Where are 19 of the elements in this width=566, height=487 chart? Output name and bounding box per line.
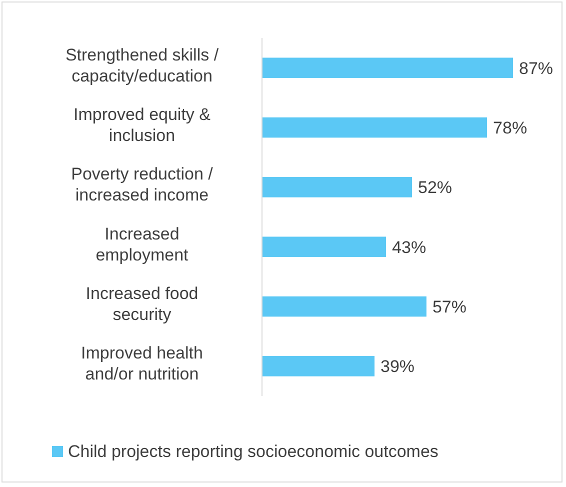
bar bbox=[262, 117, 488, 138]
y-tick-label: Increased food security bbox=[86, 284, 198, 324]
data-label: 39% bbox=[380, 357, 415, 376]
data-label: 78% bbox=[493, 118, 528, 138]
bar bbox=[262, 177, 412, 198]
data-label: 87% bbox=[519, 58, 554, 78]
legend-label: Child projects reporting socioeconomic outcomes bbox=[68, 442, 438, 461]
y-tick-label: Strengthened skills / capacity/education bbox=[65, 45, 219, 86]
data-label: 43% bbox=[392, 238, 426, 257]
y-tick-label: Poverty reduction / increased income bbox=[71, 164, 214, 205]
y-tick-label: Improved health and/or nutrition bbox=[81, 344, 203, 384]
bar bbox=[262, 236, 386, 257]
y-tick-label: Improved equity & inclusion bbox=[73, 105, 212, 145]
y-tick-label: Increased employment bbox=[96, 224, 189, 264]
bar bbox=[262, 356, 375, 376]
data-label: 52% bbox=[418, 178, 452, 198]
bar bbox=[262, 296, 426, 317]
data-label: 57% bbox=[432, 298, 466, 316]
bar bbox=[262, 58, 513, 78]
